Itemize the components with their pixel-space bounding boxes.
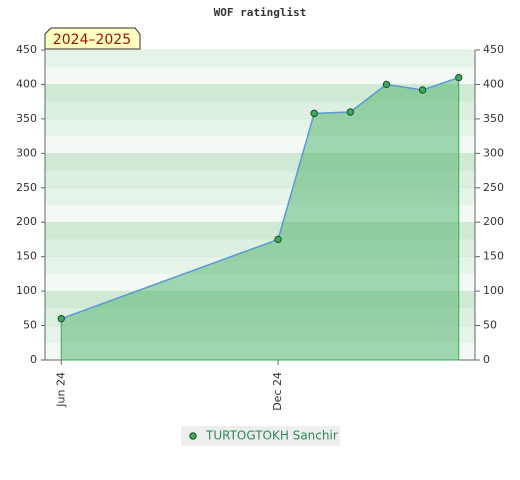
point xyxy=(418,86,427,94)
y-tick-label: 150 xyxy=(16,250,37,263)
badge-label: 2024–2025 xyxy=(53,32,131,48)
y2-tick-label: 150 xyxy=(483,250,504,263)
background-stripe xyxy=(45,67,475,85)
background-stripe xyxy=(45,205,475,223)
y-tick-label: 200 xyxy=(16,215,37,228)
y2-tick-label: 50 xyxy=(483,319,497,332)
y-tick-label: 0 xyxy=(30,353,37,366)
y-tick-label: 50 xyxy=(23,319,37,332)
background-stripe xyxy=(45,291,475,309)
background-stripe xyxy=(45,50,475,68)
legend-label: TURTOGTOKH Sanchir xyxy=(205,429,338,443)
y2-tick-label: 400 xyxy=(483,77,504,90)
background-stripe xyxy=(45,118,475,137)
background-stripe xyxy=(45,256,475,274)
y2-tick-label: 450 xyxy=(483,43,504,56)
y2-tick-label: 300 xyxy=(483,146,504,159)
y-tick-label: 450 xyxy=(16,43,37,56)
y2-tick-label: 100 xyxy=(483,284,504,297)
background-stripe xyxy=(45,101,475,119)
background-stripe xyxy=(45,273,475,292)
legend-marker xyxy=(189,432,197,440)
point xyxy=(57,314,65,323)
x-tick-label: Jun 24 xyxy=(54,372,67,408)
legend-box xyxy=(181,426,340,446)
y-tick-label: 400 xyxy=(16,77,37,90)
y-tick-label: 250 xyxy=(16,181,37,194)
y2-tick-label: 200 xyxy=(483,215,504,228)
x-tick-label: Dec 24 xyxy=(271,372,284,411)
y2-tick-label: 0 xyxy=(483,353,490,366)
badge-box xyxy=(44,27,141,50)
y-tick-label: 300 xyxy=(16,146,37,159)
point xyxy=(274,235,282,244)
y2-tick-label: 250 xyxy=(483,181,504,194)
point xyxy=(455,73,463,82)
background-stripe xyxy=(45,153,475,171)
background-stripe xyxy=(45,239,475,257)
background-stripe xyxy=(45,222,475,240)
y-tick-label: 100 xyxy=(16,284,37,297)
y2-tick-label: 350 xyxy=(483,112,504,125)
background-stripe xyxy=(45,187,475,205)
point xyxy=(310,109,318,118)
point xyxy=(346,108,355,116)
background-stripe xyxy=(45,84,475,102)
background-stripe xyxy=(45,325,475,343)
chart-title: WOF ratinglist xyxy=(214,6,307,19)
y-tick-label: 350 xyxy=(16,112,37,125)
background-stripe xyxy=(45,136,475,154)
point xyxy=(382,80,391,89)
background-stripe xyxy=(45,342,475,360)
background-stripe xyxy=(45,170,475,188)
background-stripe xyxy=(45,308,475,326)
